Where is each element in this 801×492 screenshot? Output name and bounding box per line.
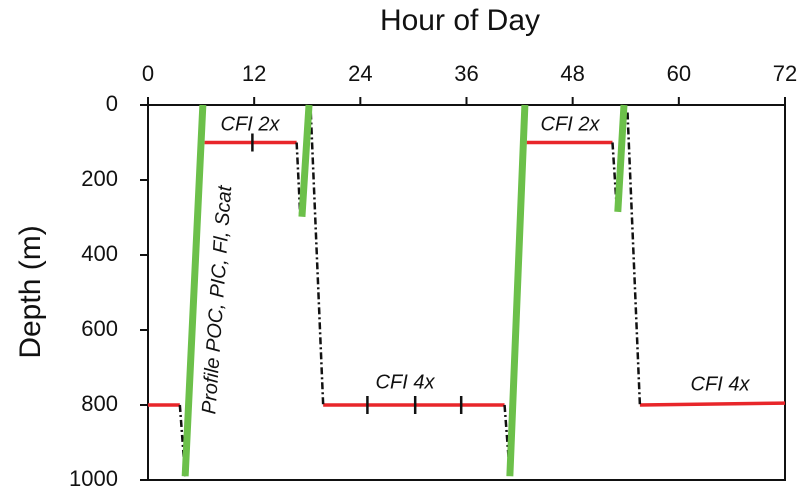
series-line (178, 112, 642, 477)
annotation: CFI 4x (376, 371, 436, 393)
x-axis-title: Hour of Day (380, 4, 540, 37)
series-line (148, 140, 786, 407)
plot-frame (147, 104, 786, 481)
y-tick-label: 400 (81, 241, 118, 266)
x-tick-label: 12 (242, 61, 266, 86)
x-tick-label: 24 (348, 61, 372, 86)
x-tick-label: 60 (667, 61, 691, 86)
annotation: CFI 2x (541, 113, 601, 135)
annotation: Profile POC, PIC, Fl, Scat (198, 184, 236, 415)
x-tick-label: 72 (773, 61, 797, 86)
series-line (181, 104, 628, 477)
y-tick-label: 200 (81, 166, 118, 191)
y-axis-title: Depth (m) (14, 225, 47, 358)
annotation: CFI 4x (691, 373, 751, 395)
x-tick-label: 0 (142, 61, 154, 86)
y-tick-label: 0 (106, 91, 118, 116)
x-tick-label: 36 (454, 61, 478, 86)
y-tick-label: 1000 (69, 466, 118, 491)
annotation: CFI 2x (221, 113, 281, 135)
x-tick-label: 48 (560, 61, 584, 86)
y-tick-label: 600 (81, 316, 118, 341)
y-tick-label: 800 (81, 391, 118, 416)
